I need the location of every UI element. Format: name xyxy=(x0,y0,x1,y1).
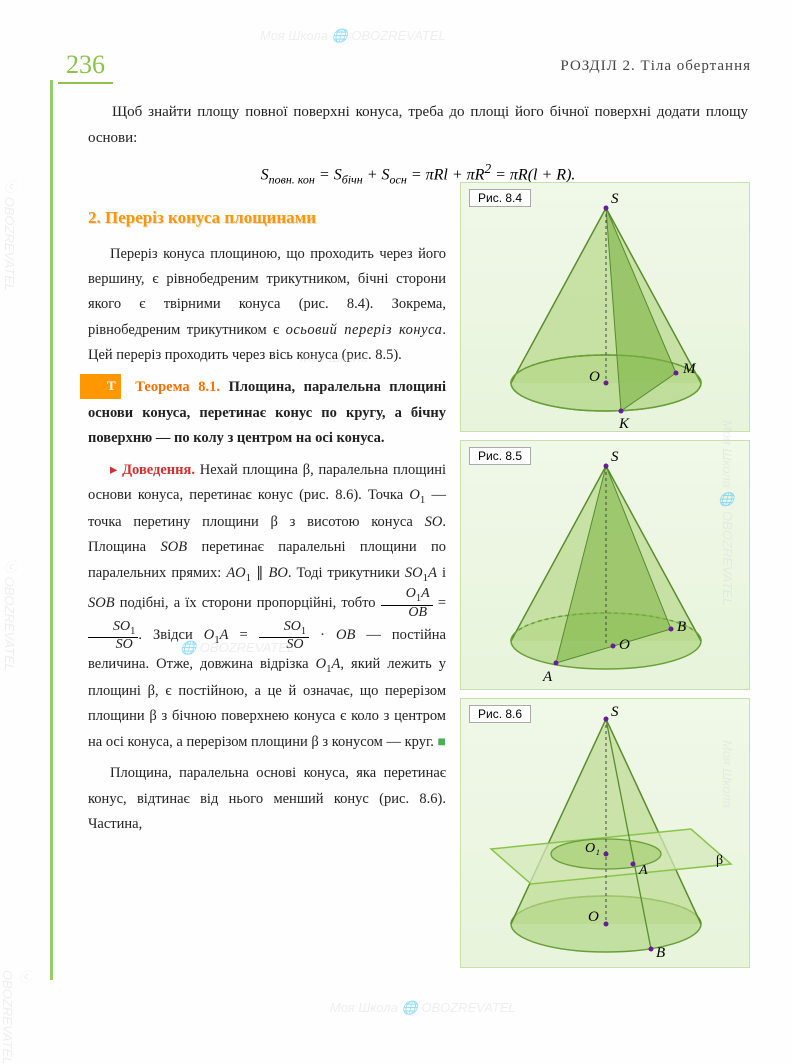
svg-text:β: β xyxy=(716,853,723,868)
svg-text:M: M xyxy=(682,361,697,377)
proof-text: Нехай площина β, паралельна площині осно… xyxy=(88,462,446,750)
figure-label: Рис. 8.5 xyxy=(469,447,531,465)
text-column: Переріз конуса площиною, що проходить че… xyxy=(88,242,446,844)
cone-diagram-8-4: S O M K xyxy=(461,183,751,433)
svg-text:O: O xyxy=(588,909,599,925)
svg-text:S: S xyxy=(611,449,619,465)
cone-diagram-8-5: S O A B xyxy=(461,441,751,691)
svg-text:O: O xyxy=(589,369,600,385)
svg-text:B: B xyxy=(677,619,686,635)
svg-text:O: O xyxy=(619,637,630,653)
theorem-marker-icon: Т xyxy=(80,374,121,399)
cone-diagram-8-6: β S O₁ A O B xyxy=(461,699,751,969)
proof-triangle-icon: ▸ xyxy=(110,462,122,478)
figure-8-6: Рис. 8.6 β S O₁ A O B xyxy=(460,698,750,968)
svg-text:A: A xyxy=(638,863,648,878)
side-accent-bar xyxy=(50,80,53,980)
svg-text:K: K xyxy=(618,416,630,432)
paragraph-1: Переріз конуса площиною, що проходить че… xyxy=(88,242,446,369)
svg-text:O₁: O₁ xyxy=(585,841,600,856)
proof-label: Доведення. xyxy=(122,462,195,478)
proof-block: ▸ Доведення. Нехай площина β, паралельна… xyxy=(88,458,446,756)
svg-text:S: S xyxy=(611,704,619,720)
theorem-label: Теорема 8.1. xyxy=(135,379,220,395)
svg-text:B: B xyxy=(656,945,665,961)
last-paragraph: Площина, паралельна основі конуса, яка п… xyxy=(88,761,446,837)
chapter-header: РОЗДІЛ 2. Тіла обертання xyxy=(560,58,751,75)
figure-8-5: Рис. 8.5 S O A B xyxy=(460,440,750,690)
svg-text:A: A xyxy=(542,669,553,685)
page-number: 236 xyxy=(58,50,113,84)
figure-8-4: Рис. 8.4 S O M K xyxy=(460,182,750,432)
svg-text:S: S xyxy=(611,191,619,207)
figures-column: Рис. 8.4 S O M K Рис. 8.5 xyxy=(460,182,750,976)
theorem-block: Т Теорема 8.1. Площина, паралельна площи… xyxy=(88,374,446,451)
figure-label: Рис. 8.6 xyxy=(469,705,531,723)
figure-label: Рис. 8.4 xyxy=(469,189,531,207)
intro-paragraph: Щоб знайти площу повної поверхні конуса,… xyxy=(88,100,748,151)
